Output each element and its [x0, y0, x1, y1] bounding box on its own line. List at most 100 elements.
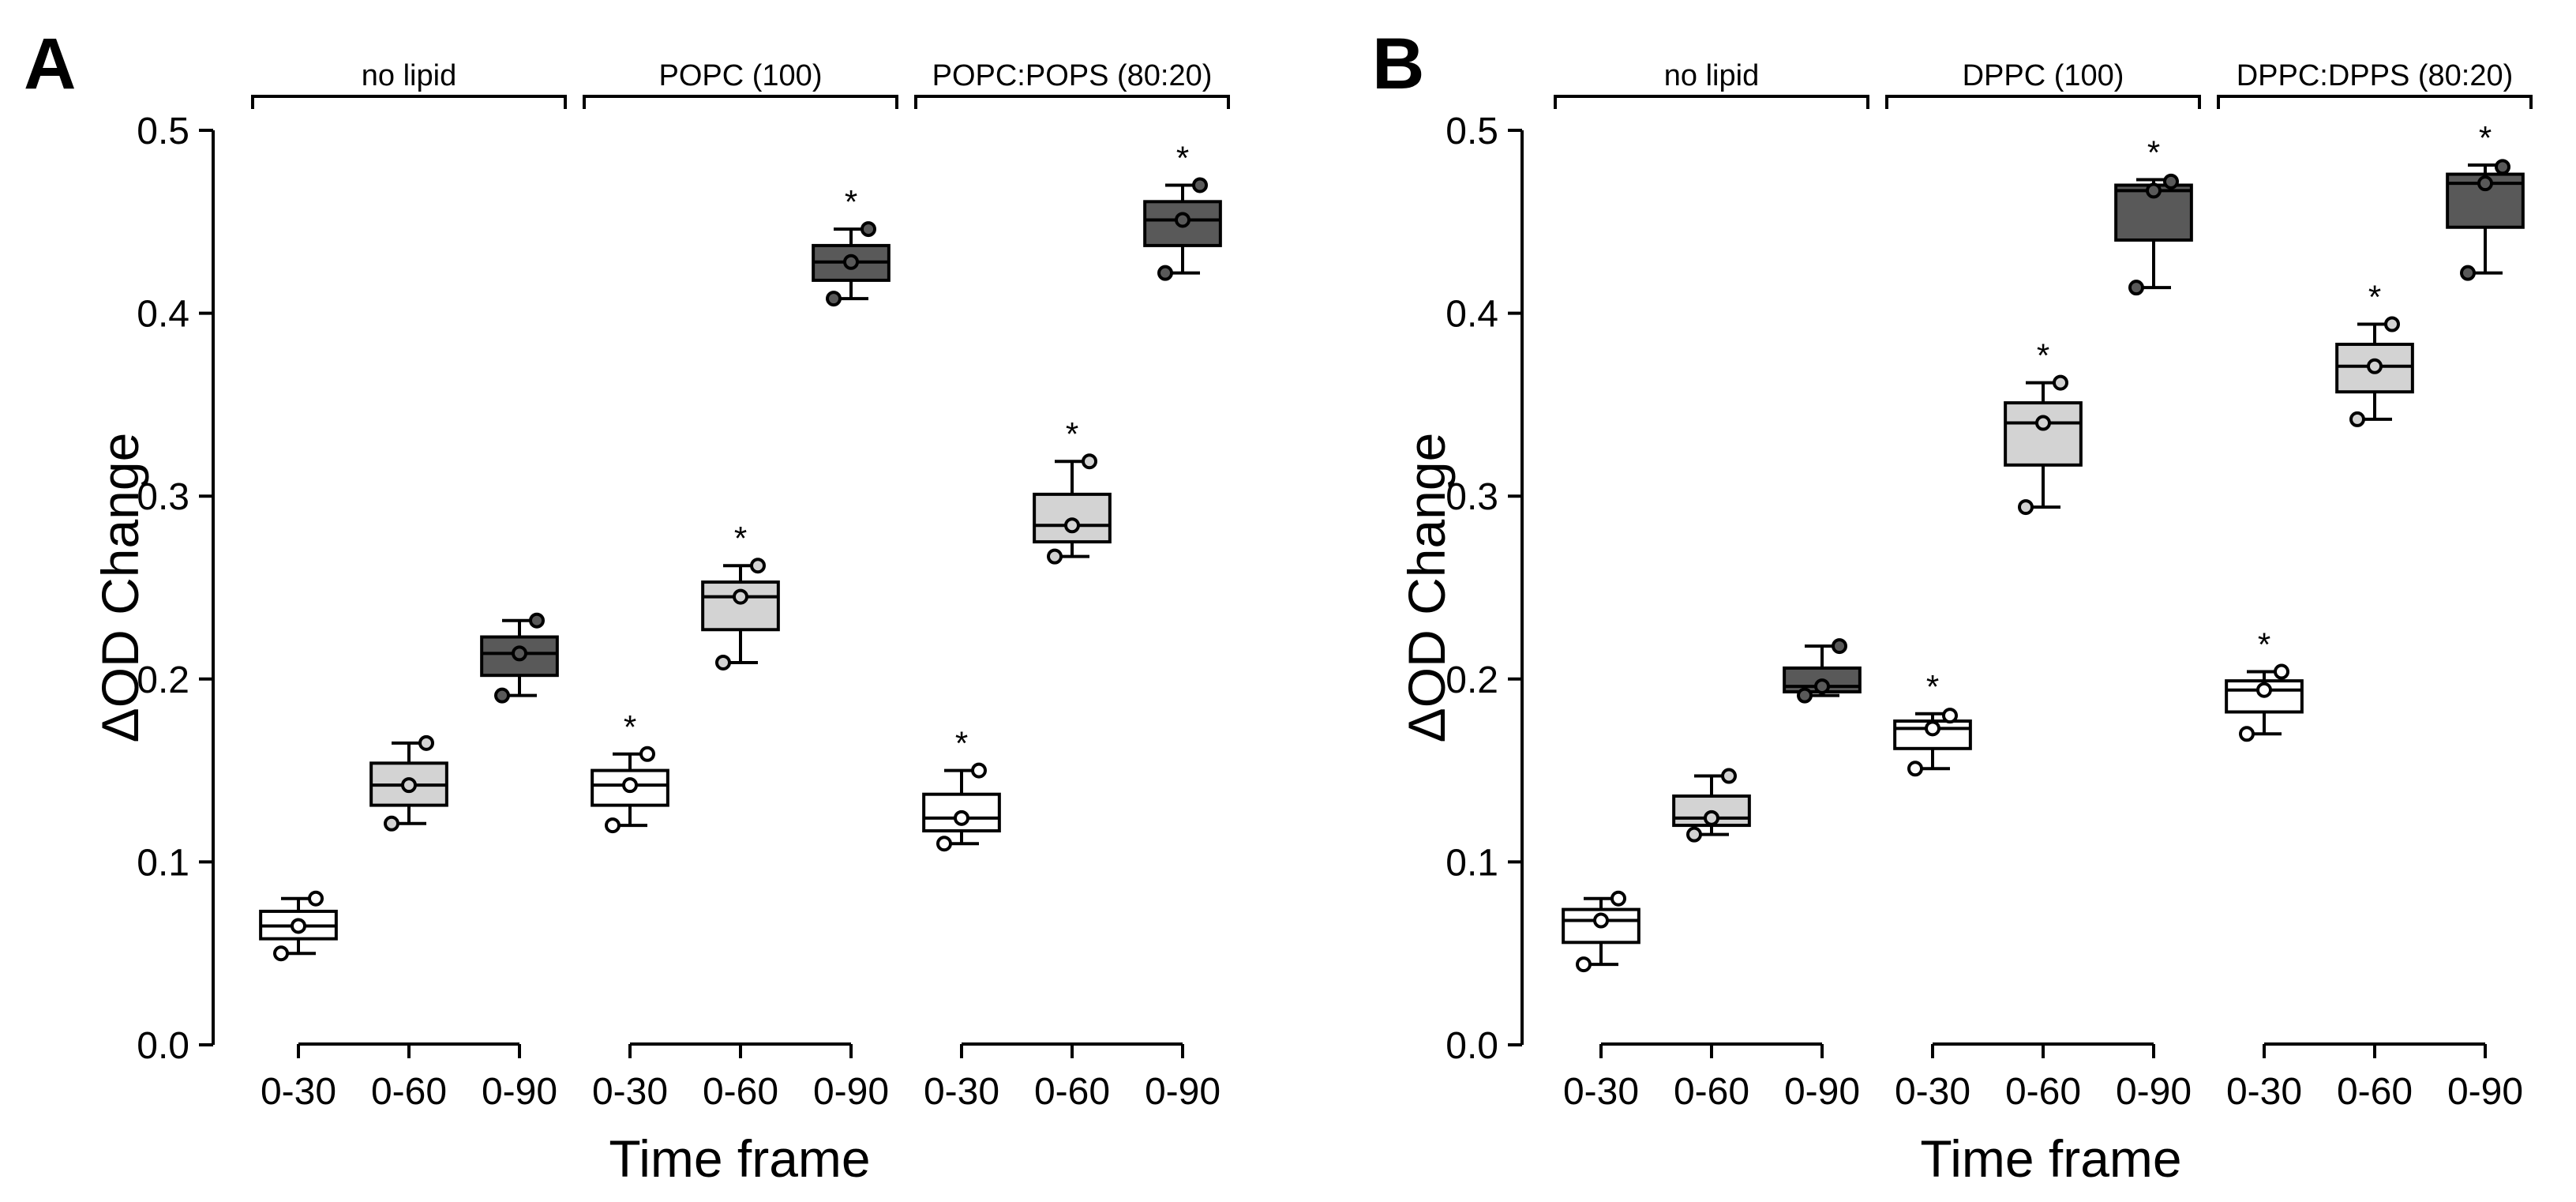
box [2004, 401, 2083, 467]
x-axis-group-line [297, 1042, 521, 1058]
y-tick-label: 0.4 [137, 294, 189, 336]
data-point [1082, 453, 1097, 470]
x-tick-label: 0-30 [924, 1071, 999, 1113]
y-tick-label: 0.1 [137, 842, 189, 884]
data-point [1832, 638, 1847, 655]
data-point [2239, 726, 2255, 742]
data-point [2018, 499, 2034, 516]
y-tick-label: 0.2 [1445, 659, 1498, 701]
panel-a: A 0.0 0.1 0.2 0.3 0.4 0.5 ΔOD Change Time frame n… [24, 24, 1230, 1188]
group-label: DPPC:DPPS (80:20) [2237, 59, 2514, 92]
data-point [2146, 182, 2162, 199]
x-tick-label: 0-30 [1895, 1071, 1970, 1113]
significance-marker: * [2037, 337, 2049, 374]
data-point [2274, 663, 2289, 680]
x-tick-label: 0-60 [703, 1071, 778, 1113]
x-axis-title: Time frame [609, 1129, 870, 1188]
significance-marker: * [624, 708, 636, 746]
data-point [750, 558, 766, 574]
data-point [401, 777, 417, 794]
x-tick-label: 0-90 [2447, 1071, 2523, 1113]
data-point [1721, 768, 1737, 784]
data-point [2460, 265, 2476, 281]
data-point [291, 918, 306, 934]
data-point [2477, 175, 2493, 192]
data-point [605, 817, 621, 834]
x-tick-label: 0-90 [1145, 1071, 1221, 1113]
data-point [1610, 890, 1626, 907]
data-point [2495, 159, 2510, 175]
significance-marker: * [2368, 278, 2381, 315]
significance-marker: * [955, 725, 968, 762]
data-point [826, 291, 842, 307]
data-point [1686, 826, 1702, 843]
group-bracket [914, 95, 1230, 109]
data-point [861, 221, 876, 238]
significance-marker: * [1926, 668, 1939, 705]
significance-marker: * [2479, 119, 2492, 156]
significance-marker: * [845, 183, 857, 220]
group-bracket [1885, 95, 2201, 109]
x-tick-label: 0-30 [1563, 1071, 1639, 1113]
data-point [2349, 411, 2365, 427]
data-point [2035, 415, 2051, 431]
x-tick-label: 0-60 [1034, 1071, 1110, 1113]
data-point [622, 777, 638, 794]
x-axis-group-line [1931, 1042, 2155, 1058]
group-label: POPC (100) [659, 59, 823, 92]
data-point [273, 945, 289, 962]
y-tick-label: 0.5 [137, 111, 189, 152]
data-point [954, 809, 969, 826]
y-tick-label: 0.1 [1445, 842, 1498, 884]
data-point [936, 836, 952, 852]
data-point [384, 815, 399, 832]
y-tick-label: 0.5 [1445, 111, 1498, 152]
data-point [1157, 265, 1173, 281]
y-tick-label: 0.2 [137, 659, 189, 701]
data-point [843, 254, 859, 270]
group-label: POPC:POPS (80:20) [932, 59, 1213, 92]
significance-marker: * [2258, 626, 2270, 663]
y-tick-label: 0.0 [1445, 1025, 1498, 1067]
x-tick-label: 0-30 [592, 1071, 668, 1113]
panel-letter: A [24, 24, 76, 104]
panel-letter: B [1372, 24, 1424, 104]
data-point [1192, 177, 1208, 193]
x-tick-label: 0-60 [371, 1071, 447, 1113]
group-label: no lipid [1664, 59, 1759, 92]
data-point [2128, 280, 2144, 296]
data-point [418, 734, 434, 751]
panel-b: B 0.0 0.1 0.2 0.3 0.4 0.5 ΔOD Change Time frame n… [1372, 24, 2533, 1188]
x-axis-group-line [1599, 1042, 1824, 1058]
group-bracket [583, 95, 898, 109]
data-point [2367, 358, 2383, 374]
significance-marker: * [1176, 139, 1189, 176]
y-tick-label: 0.0 [137, 1025, 189, 1067]
data-point [1814, 678, 1830, 695]
group-bracket [251, 95, 567, 109]
data-point [2163, 173, 2179, 190]
x-tick-label: 0-60 [2005, 1071, 2081, 1113]
data-point [715, 654, 731, 670]
data-point [1704, 809, 1719, 826]
data-point [308, 890, 324, 907]
x-axis-group-line [960, 1042, 1184, 1058]
data-point [1064, 517, 1080, 534]
x-tick-label: 0-90 [482, 1071, 557, 1113]
group-label: DPPC (100) [1963, 59, 2124, 92]
y-axis-title: ΔOD Change [91, 433, 149, 743]
data-point [512, 645, 527, 662]
data-point [1047, 548, 1063, 565]
data-point [733, 588, 748, 605]
data-point [2053, 374, 2068, 391]
data-point [1942, 708, 1958, 724]
data-point [971, 762, 987, 779]
x-tick-label: 0-30 [2226, 1071, 2302, 1113]
x-axis-group-line [628, 1042, 853, 1058]
data-point [529, 612, 545, 629]
x-tick-label: 0-60 [2337, 1071, 2413, 1113]
significance-marker: * [734, 520, 747, 557]
data-point [639, 746, 655, 762]
data-point [2384, 316, 2400, 332]
x-tick-label: 0-30 [261, 1071, 336, 1113]
